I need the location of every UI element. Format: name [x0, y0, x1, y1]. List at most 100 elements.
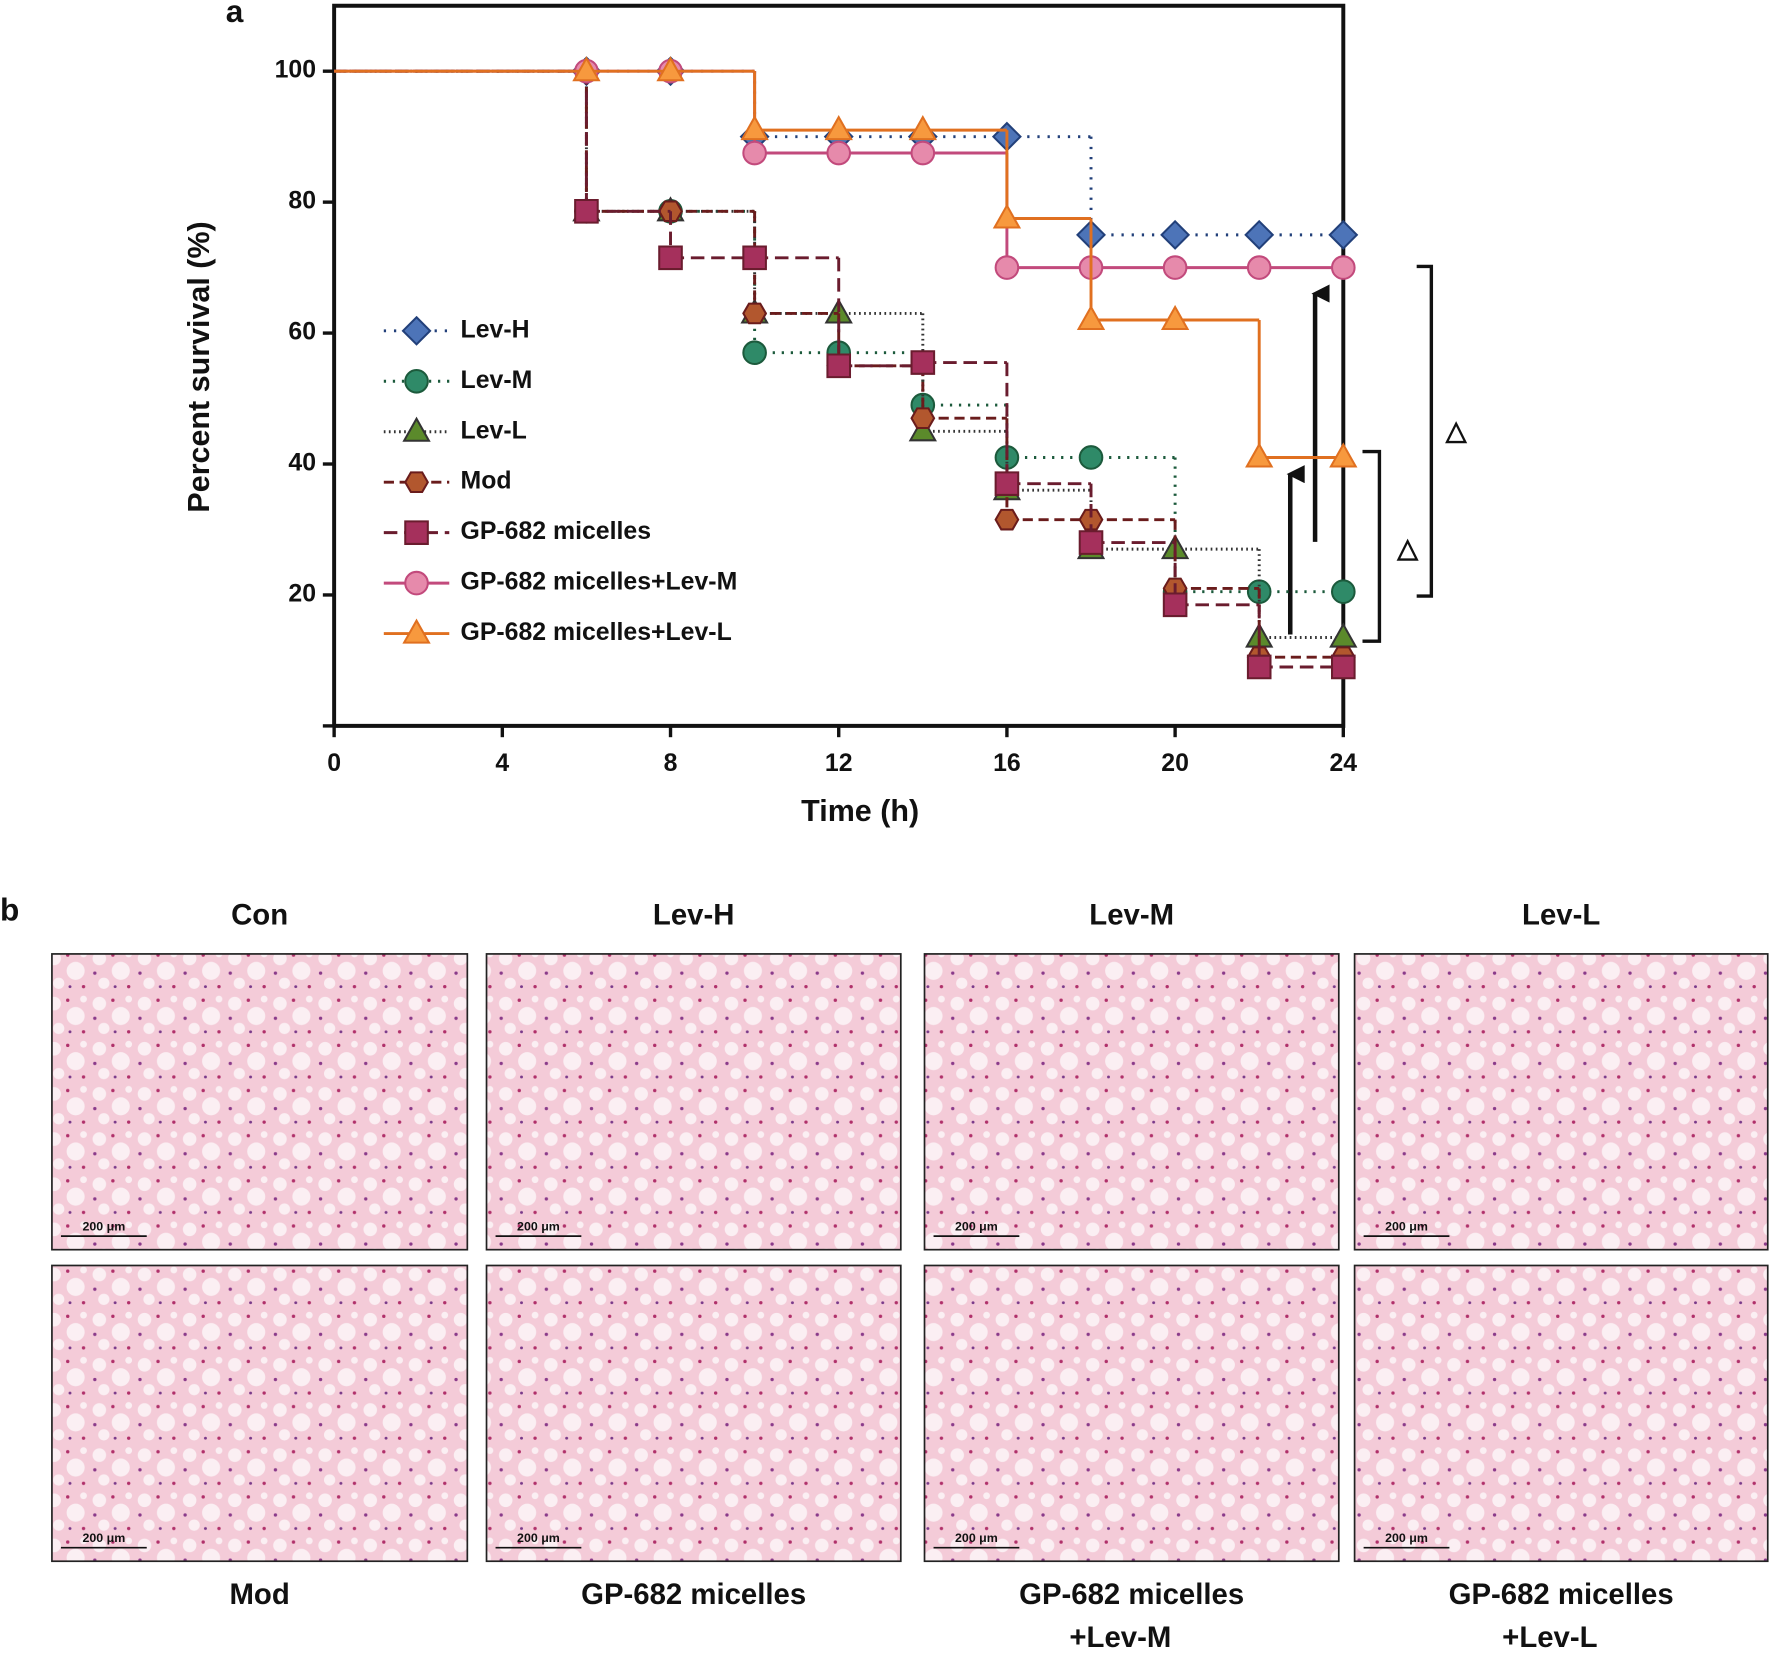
x-tick-label: 20: [1161, 750, 1189, 777]
histology-image: [51, 1264, 469, 1563]
marker: [574, 198, 599, 224]
y-tick-label: 20: [288, 581, 316, 608]
marker: [1246, 255, 1272, 280]
panel-title: Lev-L: [1522, 898, 1600, 931]
legend-label: Mod: [461, 468, 512, 495]
marker: [1246, 654, 1272, 680]
y-tick-label: 60: [288, 319, 316, 346]
y-tick-label: 40: [288, 450, 316, 477]
marker: [1162, 255, 1188, 280]
histology-image: [1353, 1264, 1769, 1563]
panel-title: Lev-H: [653, 898, 734, 931]
panel-caption: GP-682 micelles: [581, 1578, 806, 1611]
panel-caption: GP-682 micelles: [1449, 1578, 1674, 1611]
marker: [1330, 654, 1356, 680]
scale-bar-label: 200 μm: [1385, 1219, 1428, 1233]
histology-image: [1353, 953, 1769, 1251]
marker: [742, 140, 767, 166]
marker: [1330, 579, 1356, 604]
marker: [1160, 219, 1191, 250]
panel-label: a: [226, 0, 244, 29]
marker: [908, 416, 937, 442]
panel-title: Lev-M: [1089, 898, 1174, 931]
marker: [992, 203, 1022, 229]
marker: [402, 416, 431, 442]
marker: [404, 471, 429, 493]
marker: [740, 115, 769, 141]
marker: [910, 350, 936, 375]
panel-title: Con: [231, 898, 288, 931]
series: [334, 69, 1356, 680]
scale-bar-label: 200 μm: [82, 1219, 125, 1233]
marker: [1244, 219, 1275, 250]
marker: [1162, 592, 1188, 618]
marker: [910, 140, 936, 166]
x-tick-label: 12: [825, 750, 853, 777]
panel-label: b: [0, 892, 19, 928]
marker: [994, 471, 1020, 496]
histology-image: [485, 953, 902, 1251]
y-axis-title: Percent survival (%): [182, 221, 216, 512]
legend-label: GP-682 micelles+Lev-L: [461, 619, 732, 646]
bracket: [1416, 264, 1434, 598]
y-tick-label: 100: [275, 57, 316, 84]
marker: [656, 56, 685, 82]
marker: [742, 302, 768, 325]
annotation: △: [1445, 415, 1468, 446]
marker: [1245, 442, 1274, 468]
legend-label: Lev-H: [461, 316, 530, 343]
marker: [1078, 508, 1104, 531]
x-tick-label: 16: [993, 750, 1021, 777]
marker: [824, 115, 853, 141]
legend-label: Lev-L: [461, 417, 527, 444]
marker: [1078, 445, 1104, 470]
histology-image: [51, 953, 469, 1251]
significance-brackets: [1286, 264, 1434, 643]
panel-caption: +Lev-M: [1069, 1621, 1171, 1654]
x-axis-title: Time (h): [801, 794, 919, 828]
histology-image: [923, 953, 1340, 1251]
x-tick-label: 0: [327, 750, 341, 777]
marker: [572, 56, 601, 82]
legend-label: GP-682 micelles+Lev-M: [461, 569, 738, 596]
panel-caption: +Lev-L: [1502, 1621, 1597, 1654]
marker: [742, 340, 767, 366]
marker: [994, 255, 1020, 280]
marker: [1330, 255, 1356, 280]
x-tick-label: 24: [1329, 750, 1357, 777]
marker: [1328, 219, 1359, 250]
marker: [401, 315, 432, 346]
marker: [742, 245, 767, 271]
bracket: [1362, 449, 1382, 643]
scale-bar-label: 200 μm: [82, 1531, 125, 1545]
histology-image: [485, 1264, 902, 1563]
marker: [908, 115, 937, 141]
x-tick-label: 4: [495, 750, 509, 777]
legend-label: Lev-M: [461, 367, 533, 394]
scale-bar-label: 200 μm: [517, 1531, 560, 1545]
marker: [404, 570, 429, 596]
series: [334, 56, 1358, 468]
marker: [1160, 304, 1190, 331]
marker: [404, 520, 429, 545]
series: [334, 58, 1356, 280]
marker: [994, 508, 1020, 531]
marker: [1329, 622, 1358, 648]
histology-image: [923, 1264, 1340, 1563]
marker: [658, 245, 683, 271]
marker: [1329, 442, 1358, 468]
marker: [826, 140, 852, 166]
panel-caption: Mod: [229, 1578, 289, 1611]
x-tick-label: 8: [664, 750, 678, 777]
marker: [404, 368, 429, 394]
scale-bar-label: 200 μm: [1385, 1531, 1428, 1545]
legend-label: GP-682 micelles: [461, 518, 651, 545]
scale-bar-label: 200 μm: [517, 1219, 560, 1233]
scale-bar-label: 200 μm: [955, 1531, 998, 1545]
annotation: △: [1396, 532, 1419, 563]
marker: [1078, 530, 1104, 555]
marker: [910, 407, 936, 429]
marker: [826, 353, 852, 379]
